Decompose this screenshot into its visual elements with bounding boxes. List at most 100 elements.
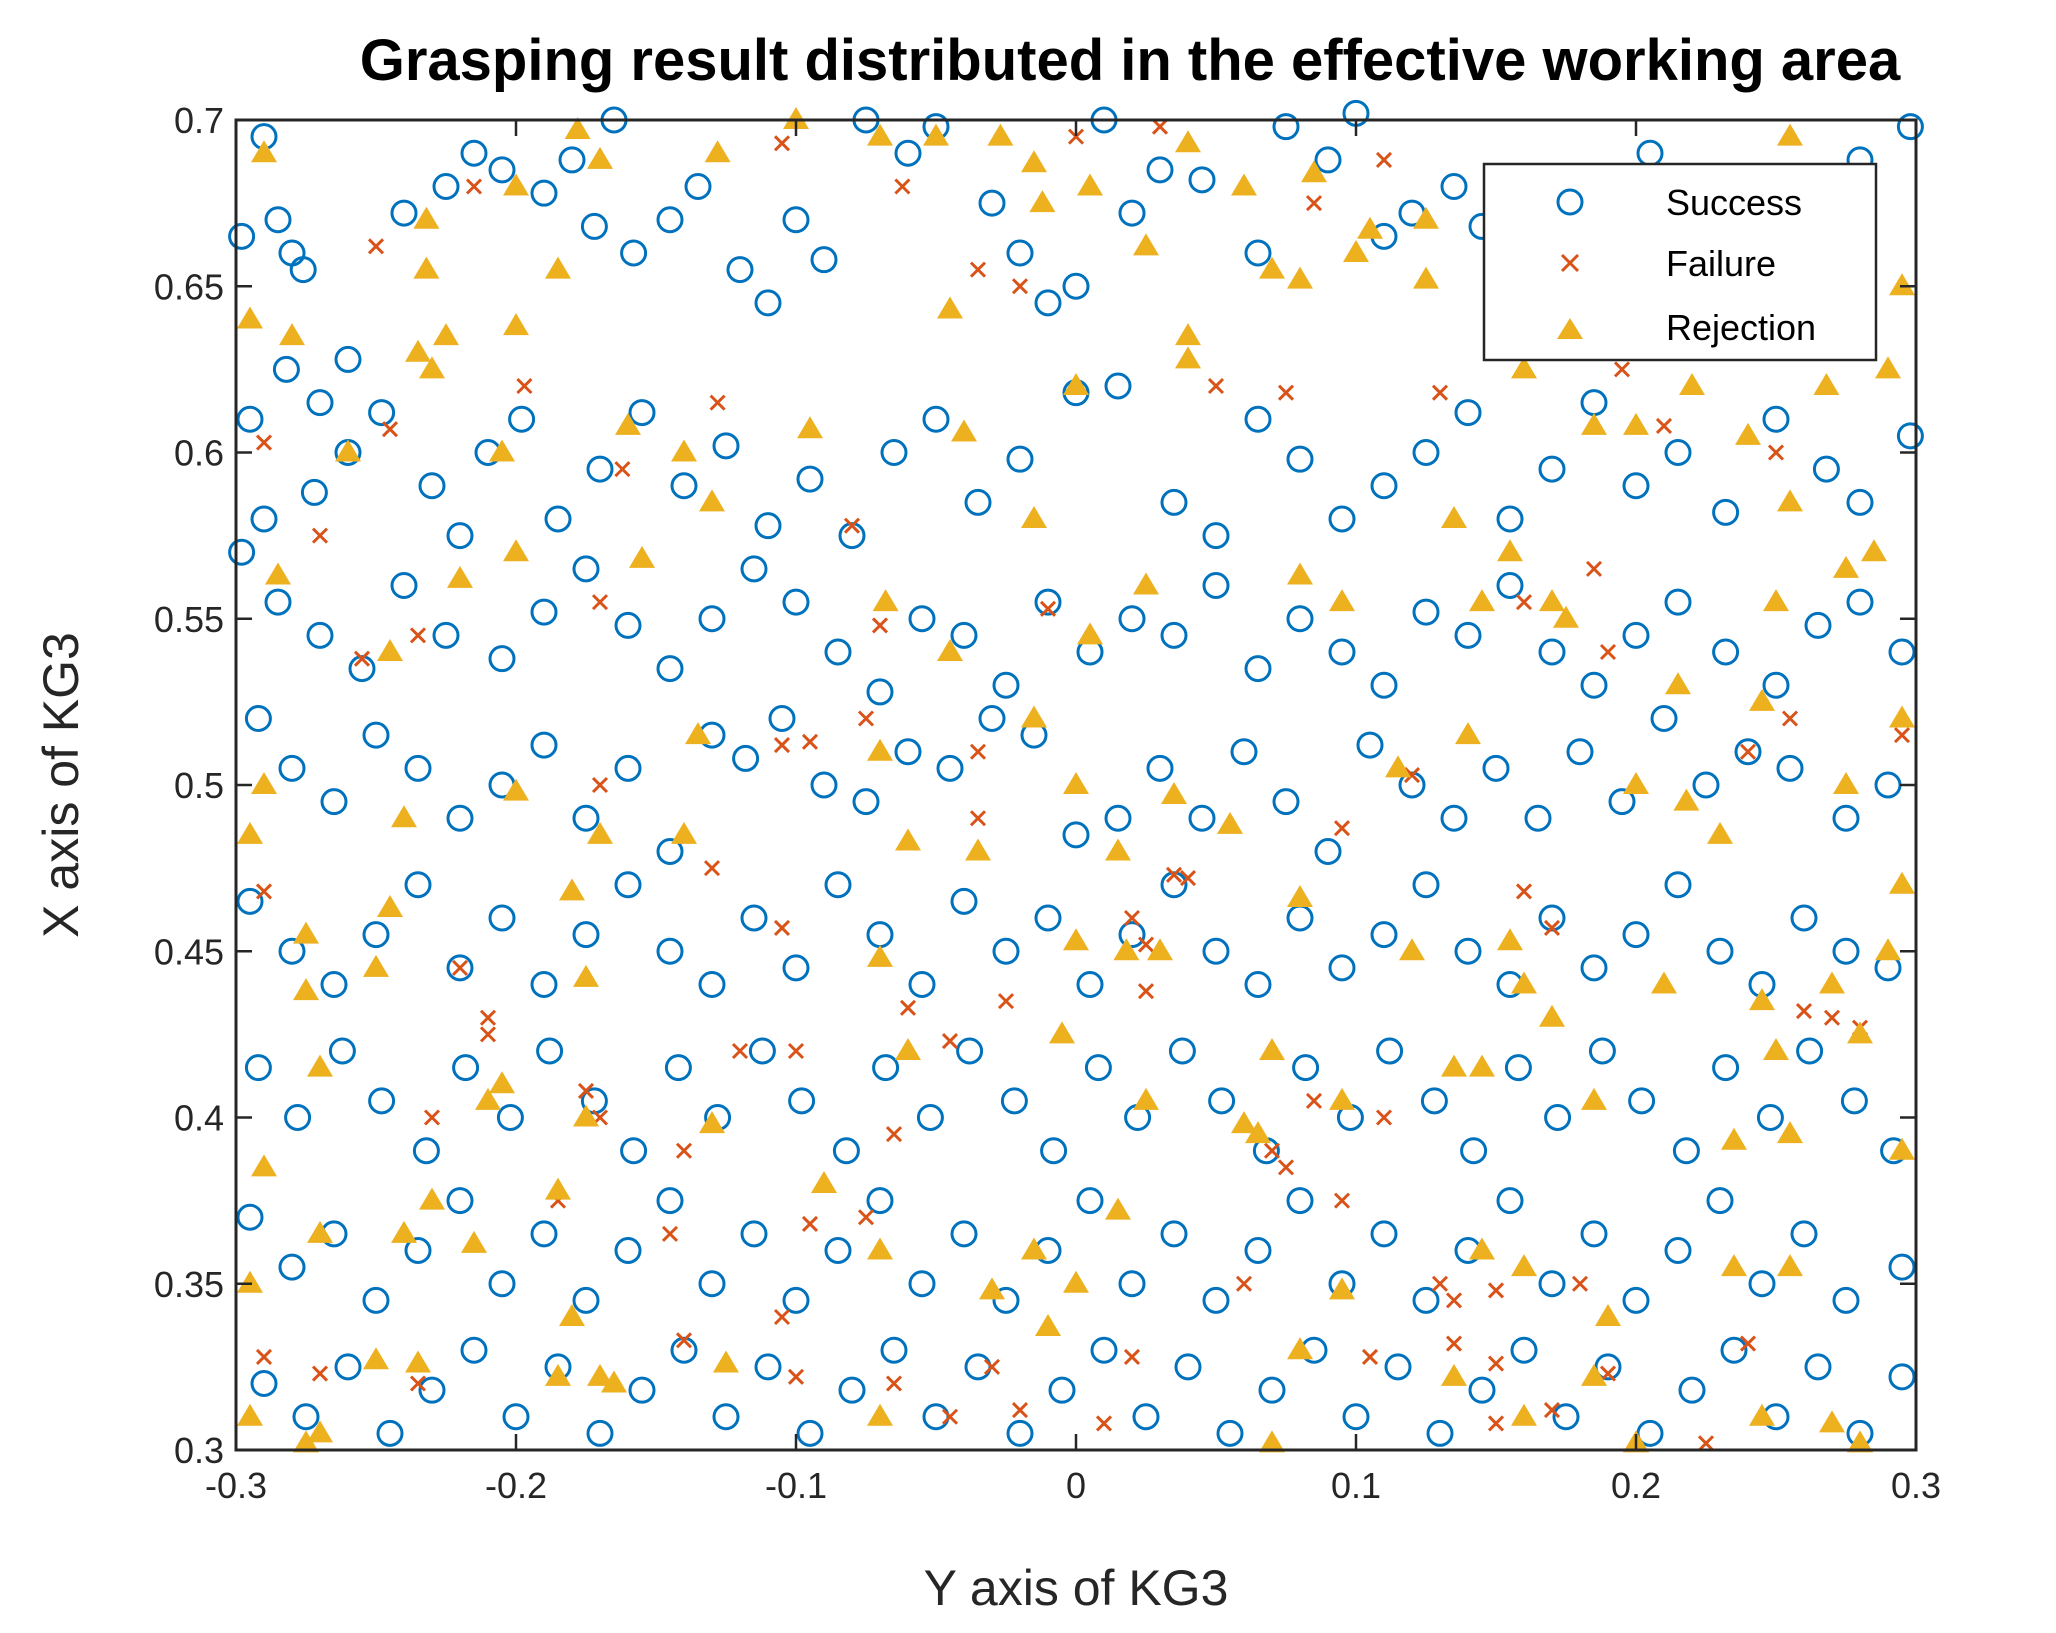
- success-point: [1370, 671, 1398, 699]
- success-point: [1538, 455, 1566, 483]
- rejection-point: [1721, 1254, 1747, 1277]
- success-point: [1748, 1270, 1776, 1298]
- failure-point: [1487, 1415, 1505, 1432]
- success-point: [1888, 638, 1916, 666]
- rejection-point: [629, 545, 655, 568]
- failure-point: [1571, 1275, 1589, 1292]
- success-point: [530, 598, 558, 626]
- success-point: [1734, 738, 1762, 766]
- failure-point: [1011, 278, 1029, 295]
- success-point: [782, 954, 810, 982]
- success-point: [376, 1419, 404, 1447]
- success-point: [488, 1270, 516, 1298]
- success-point: [1370, 1220, 1398, 1248]
- success-point: [1286, 605, 1314, 633]
- rejection-point: [237, 821, 263, 844]
- success-point: [1202, 937, 1230, 965]
- success-point: [1412, 598, 1440, 626]
- success-point: [1832, 804, 1860, 832]
- success-point: [1272, 788, 1300, 816]
- failure-point: [969, 743, 987, 760]
- success-point: [950, 621, 978, 649]
- failure-point: [1137, 983, 1155, 1000]
- success-point: [1594, 1353, 1622, 1381]
- rejection-point: [685, 722, 711, 745]
- success-point: [1034, 588, 1062, 616]
- failure-point: [801, 733, 819, 750]
- rejection-point: [699, 1111, 725, 1134]
- y-tick-label: 0.3: [174, 1430, 224, 1471]
- failure-point: [1599, 1365, 1617, 1382]
- success-point: [530, 971, 558, 998]
- success-point: [1188, 804, 1216, 832]
- rejection-point: [1813, 373, 1840, 395]
- failure-point: [1263, 1142, 1281, 1159]
- success-point: [1482, 754, 1510, 782]
- success-point: [1504, 1054, 1532, 1082]
- failure-point: [773, 737, 791, 754]
- rejection-point: [503, 778, 529, 801]
- rejection-point: [1133, 1087, 1159, 1110]
- success-point: [502, 1403, 530, 1431]
- success-point: [390, 572, 418, 599]
- rejection-point: [413, 206, 440, 229]
- success-point: [1384, 1353, 1412, 1381]
- rejection-point: [237, 1403, 263, 1426]
- rejection-point: [1777, 123, 1803, 146]
- rejection-point: [1259, 1430, 1285, 1453]
- success-point: [1712, 638, 1740, 666]
- success-point: [1048, 1376, 1076, 1404]
- failure-point: [1767, 444, 1785, 461]
- success-point: [334, 345, 362, 373]
- failure-point: [1165, 866, 1183, 883]
- success-point: [446, 1187, 474, 1215]
- rejection-point: [1623, 772, 1649, 794]
- failure-point: [591, 594, 609, 611]
- failure-point: [857, 1209, 875, 1226]
- success-point: [922, 405, 950, 433]
- success-point: [740, 555, 768, 583]
- success-point: [740, 1220, 768, 1248]
- success-point: [1328, 954, 1356, 982]
- success-point: [1202, 1286, 1230, 1314]
- rejection-point: [895, 828, 921, 851]
- failure-point: [479, 1026, 497, 1043]
- success-point: [1412, 439, 1440, 466]
- rejection-point: [1889, 1137, 1915, 1160]
- success-point: [278, 937, 306, 965]
- success-point: [1524, 804, 1552, 832]
- rejection-point: [1329, 1277, 1355, 1300]
- success-point: [236, 405, 264, 433]
- failure-point: [1431, 1275, 1449, 1292]
- failure-point: [941, 1408, 959, 1425]
- success-point: [810, 771, 838, 799]
- rejection-point: [559, 1304, 585, 1326]
- rejection-point: [783, 107, 809, 129]
- failure-point: [1487, 1355, 1505, 1372]
- rejection-point: [307, 1420, 333, 1443]
- rejection-point: [293, 978, 319, 1001]
- rejection-point: [699, 489, 725, 512]
- success-point: [782, 206, 810, 234]
- success-point: [1712, 1054, 1740, 1082]
- success-point: [1762, 671, 1790, 699]
- success-point: [1440, 173, 1468, 200]
- success-point: [572, 555, 600, 583]
- success-point: [1580, 1220, 1608, 1248]
- success-point: [1664, 588, 1692, 616]
- rejection-point: [265, 562, 291, 585]
- success-point: [824, 1237, 852, 1264]
- failure-point: [773, 135, 791, 152]
- failure-point: [899, 999, 917, 1016]
- failure-point: [1277, 1159, 1295, 1176]
- success-point: [1244, 655, 1272, 683]
- rejection-point: [307, 1054, 333, 1077]
- chart-title: Grasping result distributed in the effec…: [360, 28, 1901, 93]
- rejection-point: [1763, 1038, 1789, 1060]
- failure-point: [773, 919, 791, 937]
- failure-point: [1613, 361, 1631, 378]
- rejection-point: [1245, 1121, 1271, 1144]
- success-point: [1580, 954, 1608, 982]
- success-point: [368, 399, 396, 427]
- failure-point: [801, 1215, 819, 1232]
